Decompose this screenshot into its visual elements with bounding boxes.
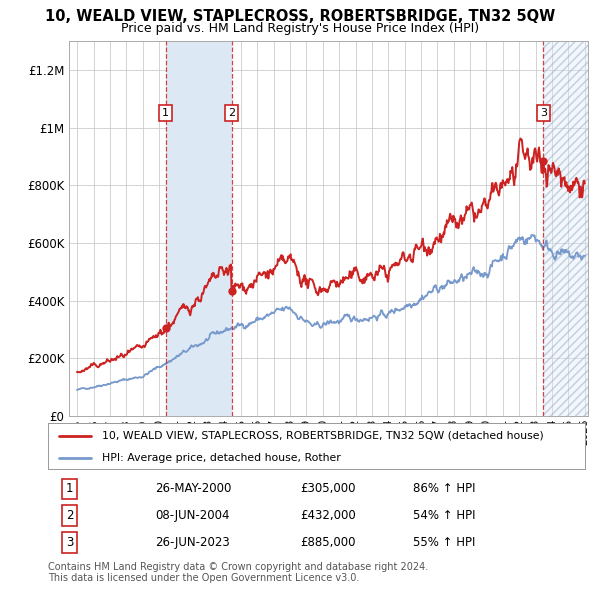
Text: 3: 3 [540,109,547,119]
Text: 2: 2 [66,509,73,522]
Text: 55% ↑ HPI: 55% ↑ HPI [413,536,476,549]
Text: £885,000: £885,000 [301,536,356,549]
Text: £305,000: £305,000 [301,483,356,496]
Bar [544,41,588,416]
Text: HPI: Average price, detached house, Rother: HPI: Average price, detached house, Roth… [102,453,340,463]
Bar [166,41,232,416]
Bar [544,41,588,416]
Text: Contains HM Land Registry data © Crown copyright and database right 2024.
This d: Contains HM Land Registry data © Crown c… [48,562,428,584]
Text: 10, WEALD VIEW, STAPLECROSS, ROBERTSBRIDGE, TN32 5QW: 10, WEALD VIEW, STAPLECROSS, ROBERTSBRID… [45,9,555,24]
Text: 1: 1 [162,109,169,119]
Text: 08-JUN-2004: 08-JUN-2004 [155,509,230,522]
Text: 1: 1 [66,483,73,496]
Text: 26-JUN-2023: 26-JUN-2023 [155,536,230,549]
Text: 86% ↑ HPI: 86% ↑ HPI [413,483,476,496]
Text: 2: 2 [228,109,235,119]
Text: 10, WEALD VIEW, STAPLECROSS, ROBERTSBRIDGE, TN32 5QW (detached house): 10, WEALD VIEW, STAPLECROSS, ROBERTSBRID… [102,431,544,441]
Text: 3: 3 [66,536,73,549]
Text: 26-MAY-2000: 26-MAY-2000 [155,483,232,496]
Text: £432,000: £432,000 [301,509,356,522]
Text: 54% ↑ HPI: 54% ↑ HPI [413,509,476,522]
Text: Price paid vs. HM Land Registry's House Price Index (HPI): Price paid vs. HM Land Registry's House … [121,22,479,35]
